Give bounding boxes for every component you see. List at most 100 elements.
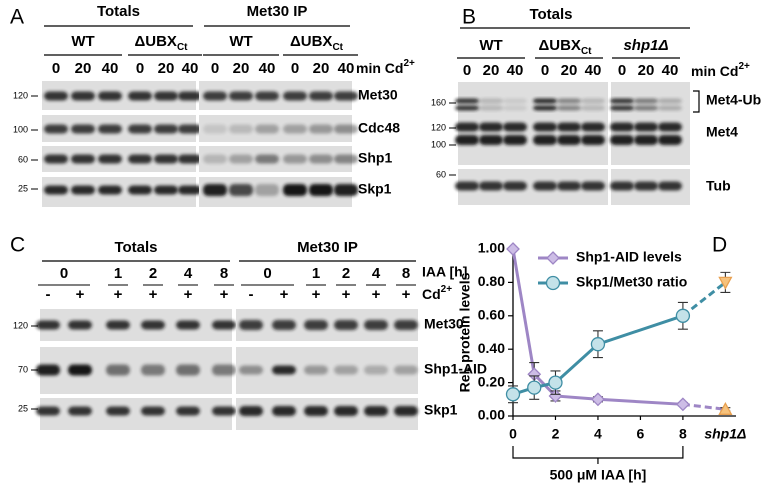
band [128,124,152,134]
cd-label: + [149,286,158,303]
band [503,105,527,111]
band [44,124,68,134]
lane-unit-main: min Cd [356,60,403,76]
band [178,185,202,195]
protein-label: Skp1 [424,402,458,418]
band [557,105,581,111]
band [581,105,605,111]
band [309,154,333,164]
band [68,364,92,376]
blot [236,347,418,394]
data-point [591,392,605,407]
band [557,98,581,104]
band [176,364,200,376]
extra-point [718,401,733,415]
y-axis-label: Rel. protein levels [457,272,473,392]
band [503,181,527,191]
x-tick-label: 4 [594,426,602,442]
band [154,124,178,134]
lane-unit-main: min Cd [691,63,738,79]
strain-label: WT [229,33,252,50]
cd-label: + [402,286,411,303]
protein-label: Shp1-AID [424,361,487,377]
band [658,135,682,145]
lane-label: 40 [662,62,679,79]
band [581,181,605,191]
blot [42,81,202,110]
x-tick-label: 0 [509,426,517,442]
mw-marker: 70 [18,364,28,374]
band [98,91,122,101]
band [610,135,634,145]
band [479,105,503,111]
band [154,154,178,164]
band [634,135,658,145]
band [658,98,682,104]
blot [610,82,690,165]
blot [236,309,418,341]
band [334,91,358,101]
strain-label-main: ΔUBX [134,33,176,50]
y-tick-label: 0.80 [478,273,505,289]
iaa-label: 4 [184,265,193,282]
protein-label: Met4-Ubi [706,92,762,108]
cd-unit-main: Cd [422,286,441,302]
strain-label-sub: Ct [177,42,188,53]
band [141,364,165,376]
band [610,181,634,191]
band [106,364,130,376]
panel-letter: A [10,6,24,29]
blot [36,347,236,394]
band [364,365,388,375]
strain-label: ΔUBXCt [538,37,592,57]
cd-label: - [249,286,254,303]
blot [36,398,236,430]
band [203,124,227,134]
y-tick-label: 1.00 [478,240,505,256]
strain-label-sub: Ct [332,42,343,53]
band [634,105,658,111]
band [283,154,307,164]
iaa-label: 2 [342,265,350,282]
band [479,98,503,104]
band [255,184,279,196]
lane-label: 0 [52,60,60,77]
dashed-connector [682,402,726,411]
x-tick-label: 8 [679,426,687,442]
iaa-label: 2 [149,265,157,282]
lane-label: 0 [463,62,471,79]
band [272,406,296,416]
strain-label: shp1Δ [623,37,668,54]
mw-marker: 120 [13,90,28,100]
band [309,124,333,134]
cd-label: + [184,286,193,303]
blot [455,169,608,205]
iaa-label: 1 [114,265,122,282]
data-point [505,387,521,402]
legend-marker [545,275,561,291]
bracket [693,90,700,113]
lane-label: 20 [75,60,92,77]
protein-label: Shp1 [358,150,392,166]
protein-label: Met30 [358,87,398,103]
band [229,124,253,134]
x-tick-label: 6 [637,426,645,442]
band [304,406,328,416]
band [309,91,333,101]
blot [36,309,236,341]
mw-marker: 100 [13,124,28,134]
cd-unit-sup: 2+ [441,284,453,295]
lane-label: 0 [136,60,144,77]
strain-label-main: ΔUBX [290,33,332,50]
band [610,98,634,104]
band [479,181,503,191]
data-point [675,397,690,412]
band [98,124,122,134]
data-point [548,375,563,390]
band [334,184,358,196]
panel-letter: B [462,6,476,29]
lane-label: 20 [561,62,578,79]
band [533,105,557,111]
protein-label: Met30 [424,316,464,332]
x-tick-label: 2 [552,426,560,442]
